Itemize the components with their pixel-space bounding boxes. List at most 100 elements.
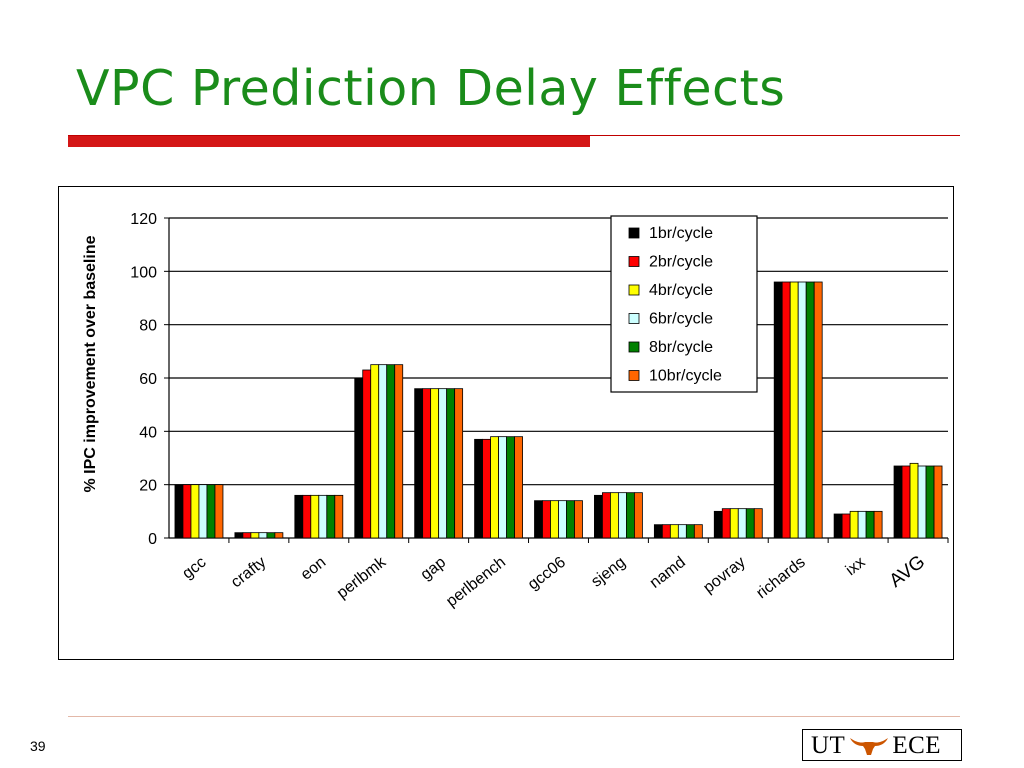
bar bbox=[661, 524, 671, 539]
bar bbox=[334, 494, 344, 539]
bar bbox=[274, 532, 284, 539]
bar bbox=[594, 494, 603, 539]
y-tick-label: 40 bbox=[139, 424, 157, 441]
bar bbox=[610, 492, 619, 539]
bar bbox=[430, 388, 440, 539]
legend-box bbox=[610, 215, 758, 393]
legend-label: 6br/cycle bbox=[649, 311, 713, 328]
bar bbox=[713, 510, 723, 539]
bar bbox=[737, 508, 747, 539]
bar bbox=[234, 532, 244, 539]
bar bbox=[933, 465, 943, 539]
bar bbox=[174, 484, 184, 539]
bar bbox=[310, 494, 320, 539]
x-tick-label: crafty bbox=[228, 554, 269, 591]
x-tick-label: gcc06 bbox=[525, 554, 569, 594]
bar bbox=[446, 388, 456, 539]
bar bbox=[797, 281, 807, 539]
bar bbox=[813, 281, 823, 539]
bar bbox=[190, 484, 200, 539]
x-tick-label: gap bbox=[418, 554, 450, 584]
y-tick-label: 60 bbox=[139, 371, 157, 388]
bar bbox=[558, 500, 567, 539]
longhorn-icon bbox=[850, 738, 889, 755]
bar bbox=[242, 532, 252, 539]
bar bbox=[482, 438, 491, 539]
bar bbox=[438, 388, 448, 539]
y-tick-label: 0 bbox=[148, 531, 157, 548]
bar bbox=[893, 465, 903, 539]
bar bbox=[833, 513, 843, 539]
legend-label: 8br/cycle bbox=[649, 339, 713, 356]
x-tick-label: richards bbox=[753, 554, 808, 602]
bar bbox=[294, 494, 304, 539]
bar bbox=[266, 532, 276, 539]
x-tick-label: perlbmk bbox=[334, 553, 390, 602]
x-tick-label: povray bbox=[700, 554, 748, 597]
bar bbox=[490, 436, 499, 539]
bar bbox=[653, 524, 663, 539]
bar bbox=[318, 494, 328, 539]
x-tick-label: namd bbox=[647, 554, 689, 592]
bar bbox=[693, 524, 703, 539]
bar bbox=[514, 436, 523, 539]
y-tick-label: 80 bbox=[139, 318, 157, 335]
bar bbox=[873, 510, 883, 539]
bar bbox=[909, 462, 919, 539]
bar bbox=[326, 494, 336, 539]
x-tick-label: eon bbox=[298, 554, 330, 584]
bar bbox=[773, 281, 783, 539]
logo-left-text: UT bbox=[811, 731, 846, 759]
bar bbox=[669, 524, 679, 539]
page-number: 39 bbox=[30, 738, 46, 754]
bar bbox=[302, 494, 312, 539]
bar bbox=[574, 500, 583, 539]
legend-label: 2br/cycle bbox=[649, 254, 713, 271]
y-tick-label: 120 bbox=[130, 211, 157, 228]
legend-swatch bbox=[628, 370, 640, 381]
legend-label: 10br/cycle bbox=[649, 368, 722, 385]
bar bbox=[753, 508, 763, 539]
slide-title: VPC Prediction Delay Effects bbox=[76, 60, 786, 117]
bar bbox=[550, 500, 559, 539]
legend-label: 1br/cycle bbox=[649, 225, 713, 242]
x-tick-label: gcc bbox=[179, 554, 209, 583]
bar bbox=[454, 388, 464, 539]
bar bbox=[250, 532, 260, 539]
bar-chart: 0 20 40 60 80 100 120 % IPC improvement over ba… bbox=[82, 211, 949, 610]
x-tick-label: AVG bbox=[886, 551, 929, 591]
bar bbox=[901, 465, 911, 539]
bar bbox=[378, 364, 388, 539]
bar bbox=[626, 492, 635, 539]
legend-swatch bbox=[628, 227, 640, 239]
bar bbox=[729, 508, 739, 539]
y-tick-label: 20 bbox=[139, 478, 157, 495]
bar bbox=[634, 492, 643, 539]
bar bbox=[677, 524, 687, 539]
bar bbox=[422, 388, 432, 539]
bar bbox=[789, 281, 799, 539]
bar bbox=[841, 513, 851, 539]
bar bbox=[542, 500, 551, 539]
bar bbox=[618, 492, 627, 539]
bar bbox=[849, 510, 859, 539]
bar bbox=[474, 438, 483, 539]
bar bbox=[602, 492, 611, 539]
x-tick-label: sjeng bbox=[588, 554, 629, 591]
bar bbox=[206, 484, 216, 539]
bar bbox=[214, 484, 224, 539]
bar bbox=[721, 508, 731, 539]
bar bbox=[925, 465, 935, 539]
bar bbox=[805, 281, 815, 539]
logo-right-text: ECE bbox=[892, 731, 942, 759]
bar bbox=[506, 436, 515, 539]
bar bbox=[258, 532, 268, 539]
legend-swatch bbox=[628, 341, 640, 353]
bar bbox=[857, 510, 867, 539]
bar bbox=[386, 364, 396, 539]
bar bbox=[745, 508, 755, 539]
y-axis-label: % IPC improvement over baseline bbox=[82, 235, 99, 492]
bar bbox=[566, 500, 575, 539]
y-tick-label: 100 bbox=[130, 264, 157, 281]
legend-swatch bbox=[628, 313, 640, 324]
